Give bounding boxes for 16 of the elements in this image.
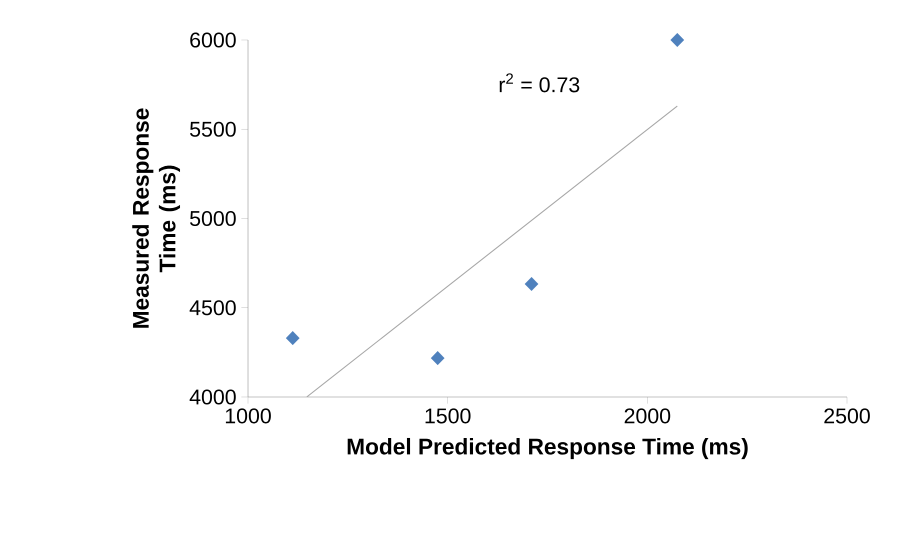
x-tick-label: 1000: [226, 408, 271, 424]
x-tick-label: 1500: [426, 408, 471, 424]
y-tick-label: 5500: [190, 122, 236, 137]
point: [670, 33, 684, 47]
point: [524, 277, 538, 291]
y-tick-label: 5000: [190, 210, 236, 226]
annotation: r$^{2}$ = 0.73: [500, 73, 580, 92]
x-tick-label: 2500: [824, 408, 870, 424]
point: [430, 351, 444, 366]
x-tick-label: 2000: [624, 408, 670, 424]
y-axis-title: Measured Response Time (ms): [132, 108, 180, 328]
y-tick-label: 4000: [190, 389, 236, 405]
y-tick-label: 4500: [190, 300, 236, 316]
y-tick-label: 6000: [190, 32, 236, 48]
point: [286, 331, 300, 346]
x-axis-title: Model Predicted Response Time (ms): [348, 438, 748, 460]
